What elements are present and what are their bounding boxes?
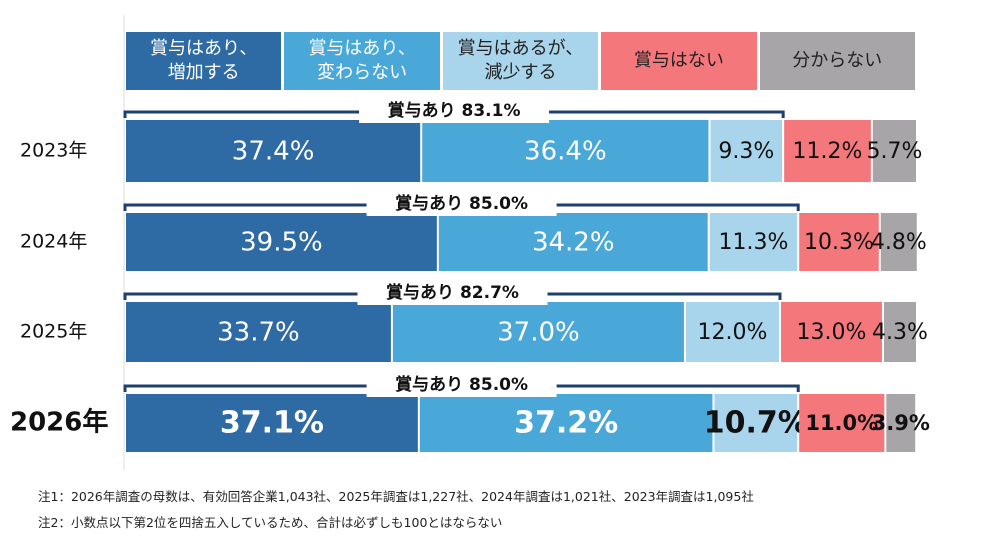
y-tick-label: 2023年	[20, 140, 87, 162]
bar-segment	[709, 213, 798, 271]
data-label: 37.4%	[232, 137, 315, 167]
bar-segment	[880, 213, 917, 271]
bar-segment	[126, 394, 418, 452]
data-label: 12.0%	[698, 320, 768, 345]
data-label: 9.3%	[718, 139, 774, 164]
data-label: 10.7%	[704, 406, 808, 441]
bracket-label-bg	[357, 283, 548, 305]
y-tick-label: 2024年	[20, 231, 87, 253]
bar-segment	[126, 213, 437, 271]
bracket-label: 賞与あり 82.7%	[386, 282, 519, 303]
bar-segment	[799, 394, 885, 452]
bar-segment	[872, 120, 916, 182]
data-label: 5.7%	[866, 139, 922, 164]
bar-segment	[883, 302, 916, 362]
note: 注1：2026年調査の母数は、有効回答企業1,043社、2025年調査は1,22…	[38, 489, 754, 504]
bar-segment	[784, 120, 871, 182]
data-label: 36.4%	[524, 137, 607, 167]
bracket-label-bg	[366, 375, 557, 397]
bar-segment	[710, 120, 783, 182]
bar-segment	[438, 213, 708, 271]
bar-segment	[419, 394, 713, 452]
bar-segment	[126, 302, 391, 362]
legend-item: 賞与はあるが、 減少する	[442, 32, 599, 90]
data-label: 37.2%	[514, 406, 618, 441]
bar-segment	[780, 302, 882, 362]
data-label: 11.3%	[719, 230, 789, 255]
bar-segment	[685, 302, 779, 362]
bar-segment	[799, 213, 879, 271]
bracket-label: 賞与あり 85.0%	[395, 374, 528, 395]
note: 注2：小数点以下第2位を四捨五入しているため、合計は必ずしも100とはならない	[38, 515, 503, 530]
bracket-label: 賞与あり 85.0%	[395, 193, 528, 214]
legend-item: 賞与はあり、 変わらない	[284, 32, 440, 90]
data-label: 33.7%	[217, 318, 300, 348]
data-label: 3.9%	[872, 411, 930, 435]
data-label: 4.3%	[872, 320, 928, 345]
legend-item: 賞与はあり、 増加する	[126, 32, 282, 90]
data-label: 11.2%	[793, 139, 863, 164]
data-label: 37.1%	[220, 406, 324, 441]
y-tick-label: 2025年	[20, 321, 87, 343]
data-label: 34.2%	[532, 228, 615, 258]
bar-segment	[126, 120, 421, 182]
bar-segment	[392, 302, 684, 362]
bar-segment	[886, 394, 916, 452]
data-label: 13.0%	[797, 320, 867, 345]
bar-segment	[714, 394, 798, 452]
legend-item: 分からない	[759, 32, 915, 90]
bracket-label: 賞与あり 83.1%	[388, 100, 521, 121]
bracket-label-bg	[366, 194, 557, 216]
bracket-label-bg	[359, 101, 550, 123]
bar-segment	[422, 120, 709, 182]
data-label: 10.3%	[804, 230, 874, 255]
legend-item: 賞与はない	[601, 32, 757, 90]
data-label: 39.5%	[240, 228, 323, 258]
y-tick-label: 2026年	[10, 407, 108, 438]
data-label: 4.8%	[871, 230, 927, 255]
data-label: 37.0%	[497, 318, 580, 348]
data-label: 11.0%	[805, 411, 878, 435]
